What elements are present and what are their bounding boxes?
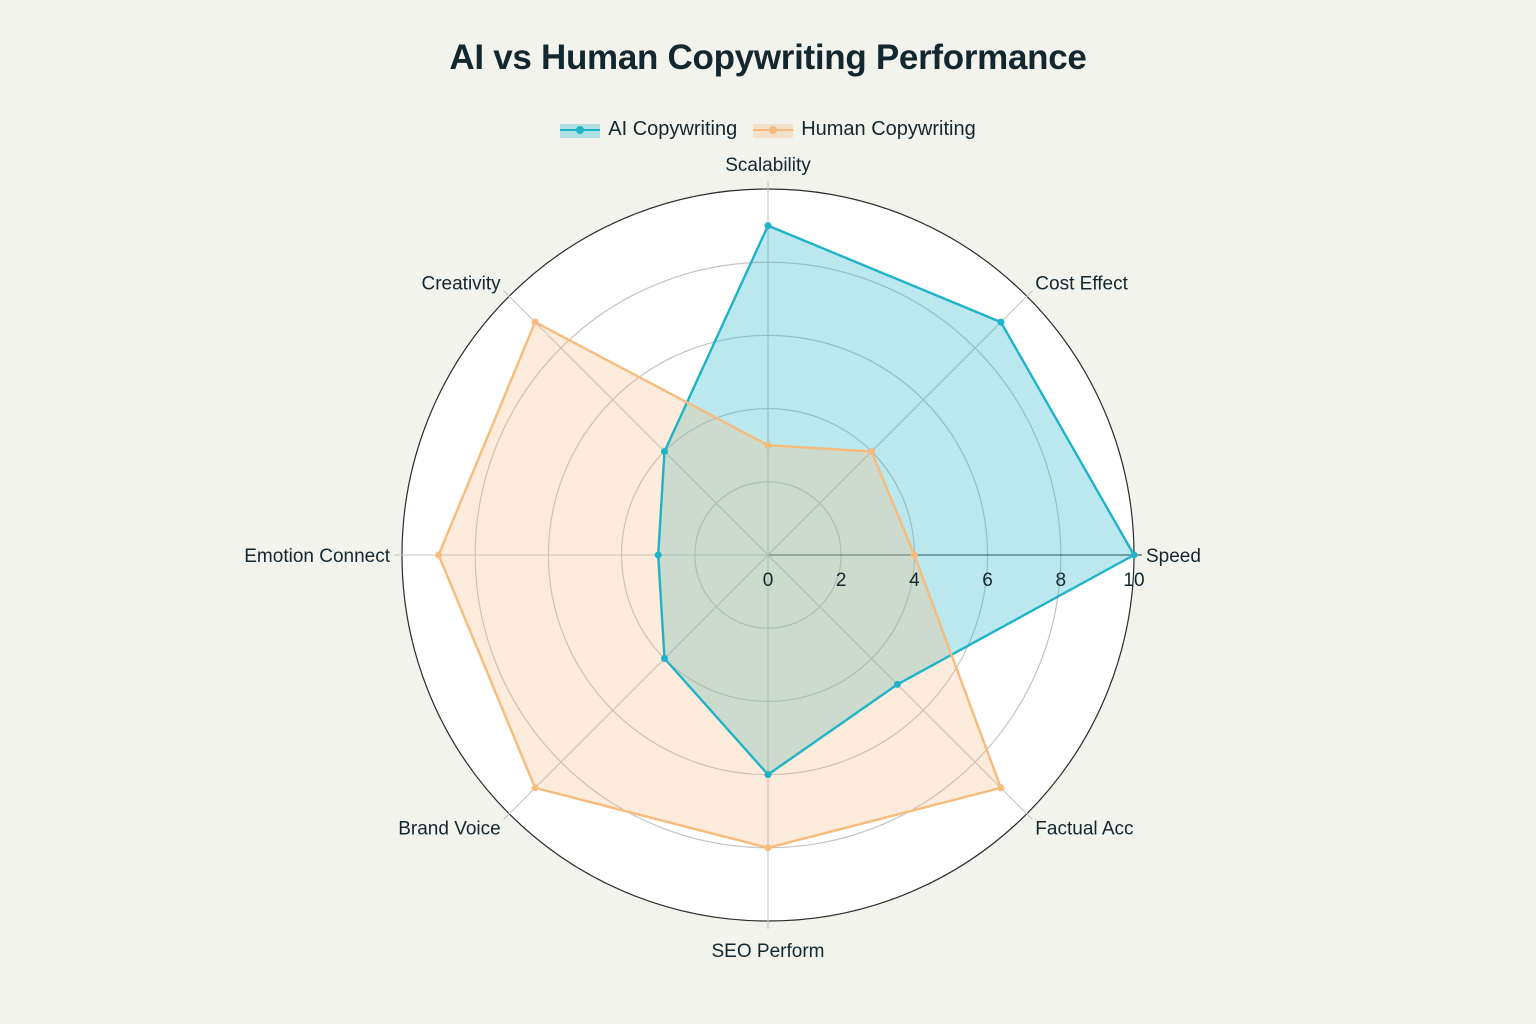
series-1-point-4: [435, 551, 443, 559]
radial-tick-label-6: 6: [982, 570, 993, 591]
legend-item-human[interactable]: Human Copywriting: [753, 118, 976, 141]
series-0-point-2: [764, 222, 772, 230]
legend-label-ai: AI Copywriting: [608, 118, 738, 140]
legend: AI Copywriting Human Copywriting: [0, 118, 1536, 141]
category-label-3: Creativity: [422, 274, 502, 295]
spoke-3: [503, 290, 769, 556]
series-area-1: [438, 322, 1001, 848]
series-1-point-7: [997, 784, 1005, 792]
series-0-point-7: [893, 680, 901, 688]
series-1-point-1: [868, 447, 876, 455]
chart-title: AI vs Human Copywriting Performance: [449, 38, 1087, 77]
spoke-7: [767, 554, 1033, 820]
series-0-point-4: [654, 551, 662, 559]
series-1-point-3: [531, 318, 539, 326]
legend-swatch-ai: [560, 122, 601, 138]
legend-label-human: Human Copywriting: [801, 118, 976, 140]
category-label-6: SEO Perform: [712, 941, 825, 962]
spoke-1: [767, 290, 1033, 556]
category-label-5: Brand Voice: [398, 818, 500, 839]
series-1-point-5: [531, 784, 539, 792]
radial-tick-label-2: 2: [836, 570, 847, 591]
radial-tick-label-8: 8: [1056, 570, 1067, 591]
series-area-0: [658, 225, 1134, 775]
category-label-1: Cost Effect: [1035, 274, 1128, 295]
series-0-point-5: [660, 655, 668, 663]
series-0-point-3: [660, 447, 668, 455]
category-label-4: Emotion Connect: [244, 546, 390, 567]
legend-swatch-human: [753, 122, 794, 138]
category-label-7: Factual Acc: [1035, 818, 1133, 839]
radial-tick-label-4: 4: [909, 570, 920, 591]
legend-item-ai[interactable]: AI Copywriting: [560, 118, 737, 141]
category-label-0: Speed: [1146, 546, 1201, 567]
series-0-point-1: [997, 318, 1005, 326]
spoke-5: [503, 554, 769, 820]
radial-tick-label-10: 10: [1123, 570, 1144, 591]
series-1-point-2: [764, 441, 772, 449]
series-0-point-6: [764, 771, 772, 779]
series-1-point-6: [764, 844, 772, 852]
series-0-point-0: [1130, 551, 1138, 559]
radial-tick-label-0: 0: [763, 570, 774, 591]
series-1-point-0: [910, 551, 918, 559]
category-label-2: Scalability: [725, 155, 811, 176]
